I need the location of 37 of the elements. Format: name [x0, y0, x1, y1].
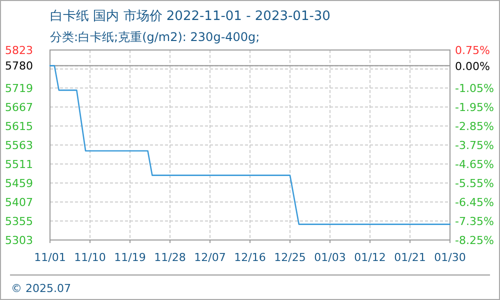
x-tick-label: 01/21 — [394, 251, 426, 264]
x-tick-label: 01/12 — [354, 251, 386, 264]
y2-tick-label: -5.55% — [455, 177, 494, 190]
y-tick-label: 5667 — [5, 101, 33, 114]
x-tick-label: 11/28 — [154, 251, 186, 264]
y2-tick-label: 0.00% — [455, 60, 490, 73]
y2-tick-label: -4.65% — [455, 158, 494, 171]
chart-subtitle: 分类:白卡纸;克重(g/m2): 230g-400g; — [50, 30, 260, 44]
x-tick-label: 11/10 — [74, 251, 106, 264]
x-tick-label: 12/16 — [234, 251, 266, 264]
line-series — [49, 65, 451, 225]
x-tick-label: 01/30 — [434, 251, 466, 264]
y-tick-label: 5511 — [5, 158, 33, 171]
x-tick-label: 11/01 — [34, 251, 66, 264]
y2-tick-label: -1.95% — [455, 101, 494, 114]
x-tick-label: 12/25 — [274, 251, 306, 264]
y2-tick-label: -1.05% — [455, 82, 494, 95]
y-tick-label: 5823 — [5, 44, 33, 57]
y2-tick-label: -8.25% — [455, 234, 494, 247]
chart-title: 白卡纸 国内 市场价 2022-11-01 - 2023-01-30 — [50, 9, 330, 24]
y2-tick-label: -7.35% — [455, 215, 494, 228]
y2-tick-label: -6.45% — [455, 196, 494, 209]
y-tick-label: 5719 — [5, 82, 33, 95]
y-tick-label: 5780 — [5, 60, 33, 73]
y-tick-label: 5355 — [5, 215, 33, 228]
y-tick-label: 5459 — [5, 177, 33, 190]
y-tick-label: 5563 — [5, 139, 33, 152]
x-tick-label: 01/03 — [314, 251, 346, 264]
x-tick-label: 11/19 — [114, 251, 146, 264]
y2-tick-label: 0.75% — [455, 44, 490, 57]
y-tick-label: 5303 — [5, 234, 33, 247]
y-tick-label: 5615 — [5, 120, 33, 133]
y2-tick-label: -3.75% — [455, 139, 494, 152]
y2-tick-label: -2.85% — [455, 120, 494, 133]
x-tick-label: 12/07 — [194, 251, 226, 264]
y-tick-label: 5407 — [5, 196, 33, 209]
text: © 2025.07 — [11, 282, 71, 295]
